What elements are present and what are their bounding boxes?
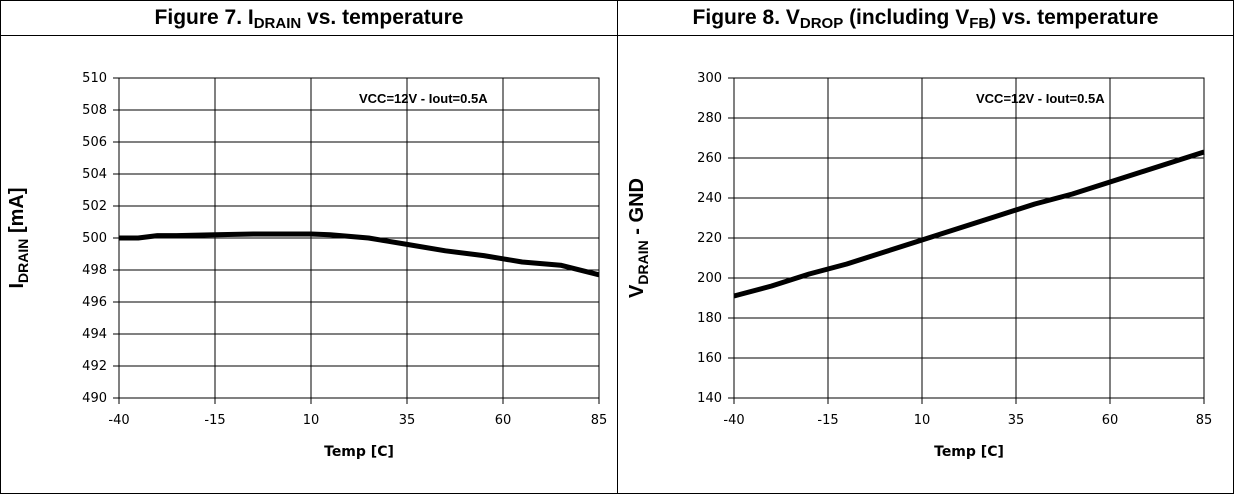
x-tick-label: 85 [591,413,608,428]
y-tick-label: 280 [697,111,722,126]
x-tick-label: -15 [817,413,838,428]
x-tick-label: -15 [204,413,225,428]
figure-7-panel: Figure 7. IDRAIN vs. temperature 490 492 4… [0,0,618,494]
x-axis-title: Temp [C] [324,444,394,460]
y-tick-label: 490 [82,391,107,406]
y-tick-label: 140 [697,391,722,406]
condition-annotation: VCC=12V - Iout=0.5A [976,91,1105,106]
y-tick-label: 500 [82,231,107,246]
y-tick-label: 504 [82,167,107,182]
y-tick-label: 300 [697,71,722,86]
x-tick-label: 35 [399,413,416,428]
x-tick-label: -40 [723,413,744,428]
y-tick-label: 180 [697,311,722,326]
y-tick-label: 494 [82,327,107,342]
x-tick-label: 35 [1008,413,1025,428]
condition-annotation: VCC=12V - Iout=0.5A [359,91,488,106]
y-tick-label: 506 [82,135,107,150]
x-tick-label: 10 [303,413,320,428]
y-tick-label: 508 [82,103,107,118]
x-tick-label: 85 [1196,413,1213,428]
figure-7-title: Figure 7. IDRAIN vs. temperature [1,1,617,36]
y-axis-title: VDRAIN - GND [626,178,651,298]
x-tick-label: -40 [108,413,129,428]
figure-8-chart: 140 160 180 200 220 240 260 280 300 -40 -15 10 35 60 8… [626,71,1213,460]
y-tick-label: 502 [82,199,107,214]
series-line [119,231,600,278]
y-tick-label: 496 [82,295,107,310]
x-axis-title: Temp [C] [934,444,1004,460]
y-tick-label: 200 [697,271,722,286]
y-tick-label: 510 [82,71,107,86]
y-tick-label: 498 [82,263,107,278]
y-tick-label: 240 [697,191,722,206]
x-tick-label: 60 [1102,413,1119,428]
x-tick-label: 10 [914,413,931,428]
x-tick-label: 60 [495,413,512,428]
y-tick-label: 160 [697,351,722,366]
y-tick-label: 220 [697,231,722,246]
figure-8-title: Figure 8. VDROP (including VFB) vs. temp… [618,1,1233,36]
series-line [733,149,1205,299]
plot-area [733,77,1205,399]
y-tick-label: 492 [82,359,107,374]
y-tick-label: 260 [697,151,722,166]
figure-8-panel: Figure 8. VDROP (including VFB) vs. temp… [618,0,1234,494]
figure-7-chart: 490 492 494 496 498 500 502 504 506 508 510 -40 -15 1… [6,71,608,460]
y-axis-title: IDRAIN [mA] [6,187,31,288]
